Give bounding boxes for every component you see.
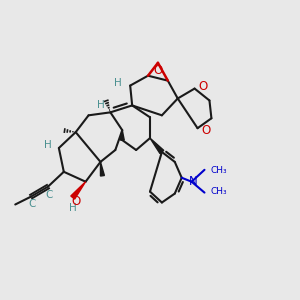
- Text: H: H: [69, 203, 76, 214]
- Polygon shape: [150, 138, 164, 154]
- Text: CH₃: CH₃: [210, 187, 227, 196]
- Text: H: H: [97, 100, 104, 110]
- Polygon shape: [120, 130, 124, 140]
- Text: C: C: [45, 190, 52, 200]
- Text: CH₃: CH₃: [210, 166, 227, 175]
- Polygon shape: [71, 182, 86, 199]
- Text: O: O: [199, 80, 208, 93]
- Text: H: H: [44, 140, 52, 150]
- Text: O: O: [202, 124, 211, 137]
- Text: C: C: [28, 200, 36, 209]
- Polygon shape: [100, 162, 104, 176]
- Text: N: N: [189, 175, 198, 188]
- Text: H: H: [114, 78, 122, 88]
- Text: O: O: [71, 195, 80, 208]
- Text: O: O: [153, 64, 163, 77]
